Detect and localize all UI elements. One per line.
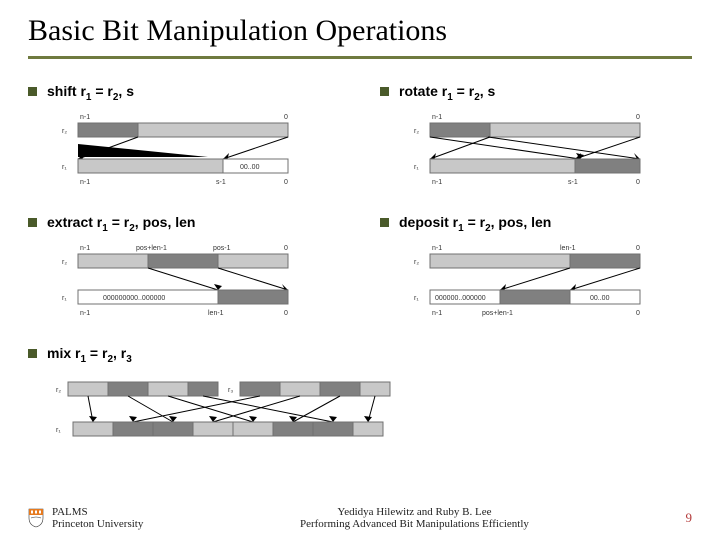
svg-text:s-1: s-1 [568,179,578,186]
svg-text:r₁: r₁ [62,164,67,171]
princeton-shield-icon [28,508,44,528]
op-rotate-label: rotate r1 = r2, s [399,83,495,103]
svg-text:0: 0 [284,179,288,186]
op-shift-label: shift r1 = r2, s [47,83,134,103]
svg-text:len-1: len-1 [208,310,224,317]
op-extract-label: extract r1 = r2, pos, len [47,214,195,234]
svg-text:0: 0 [636,179,640,186]
bullet-icon [28,349,37,358]
svg-text:000000..000000: 000000..000000 [435,295,486,302]
item-extract: extract r1 = r2, pos, len n-1 pos+len-1 … [28,214,340,325]
diagram-rotate: n-1 0 r₂ r₁ n-1 [400,109,692,194]
footer-uni: Princeton University [52,518,143,530]
diagram-extract: n-1 pos+len-1 pos-1 0 r₂ r₁ 000000000..0… [48,240,340,325]
content-grid: shift r1 = r2, s n-1 0 r₂ [28,83,692,460]
svg-text:pos+len-1: pos+len-1 [482,310,513,317]
svg-text:r₁: r₁ [414,164,419,171]
svg-text:0: 0 [636,310,640,317]
bullet-icon [28,87,37,96]
diagram-mix: r₂ r₃ [48,370,408,460]
svg-text:n-1: n-1 [432,310,442,317]
svg-text:0: 0 [284,310,288,317]
svg-text:r₂: r₂ [414,259,419,266]
bullet-icon [380,87,389,96]
footer: PALMS Princeton University Yedidya Hilew… [28,506,692,530]
op-mix-label: mix r1 = r2, r3 [47,345,132,365]
svg-text:r₂: r₂ [62,128,67,135]
diagram-shift: n-1 0 r₂ r₁ 00..0 [48,109,340,194]
footer-left: PALMS Princeton University [28,506,143,530]
svg-text:r₂: r₂ [62,259,67,266]
slide-title: Basic Bit Manipulation Operations [28,14,692,54]
svg-text:n-1: n-1 [80,179,90,186]
svg-text:n-1: n-1 [432,245,442,252]
page-number: 9 [686,510,693,526]
svg-text:n-1: n-1 [80,114,90,121]
svg-text:0: 0 [284,245,288,252]
footer-center: Yedidya Hilewitz and Ruby B. Lee Perform… [143,506,685,530]
item-deposit: deposit r1 = r2, pos, len n-1 len-1 0 r₂ [380,214,692,325]
item-rotate: rotate r1 = r2, s n-1 0 r₂ [380,83,692,194]
svg-text:n-1: n-1 [80,245,90,252]
diagram-deposit: n-1 len-1 0 r₂ r₁ 000000..000000 [400,240,692,325]
svg-text:r₂: r₂ [56,387,61,394]
svg-text:n-1: n-1 [432,114,442,121]
svg-text:n-1: n-1 [80,310,90,317]
svg-text:pos+len-1: pos+len-1 [136,245,167,252]
op-deposit-label: deposit r1 = r2, pos, len [399,214,551,234]
svg-text:n-1: n-1 [432,179,442,186]
svg-text:000000000..000000: 000000000..000000 [103,295,165,302]
svg-text:pos-1: pos-1 [213,245,231,252]
title-underline [28,56,692,59]
svg-text:r₁: r₁ [62,295,67,302]
svg-text:0: 0 [636,245,640,252]
svg-text:r₁: r₁ [414,295,419,302]
svg-text:r₂: r₂ [414,128,419,135]
footer-org: PALMS [52,506,143,518]
svg-text:00..00: 00..00 [590,295,610,302]
bullet-icon [28,218,37,227]
svg-text:s-1: s-1 [216,179,226,186]
item-mix: mix r1 = r2, r3 r₂ r₃ [28,345,692,461]
svg-text:00..00: 00..00 [240,164,260,171]
svg-text:r₁: r₁ [56,427,61,434]
bullet-icon [380,218,389,227]
svg-text:r₃: r₃ [228,387,233,394]
svg-text:0: 0 [284,114,288,121]
svg-text:0: 0 [636,114,640,121]
item-shift: shift r1 = r2, s n-1 0 r₂ [28,83,340,194]
svg-text:len-1: len-1 [560,245,576,252]
